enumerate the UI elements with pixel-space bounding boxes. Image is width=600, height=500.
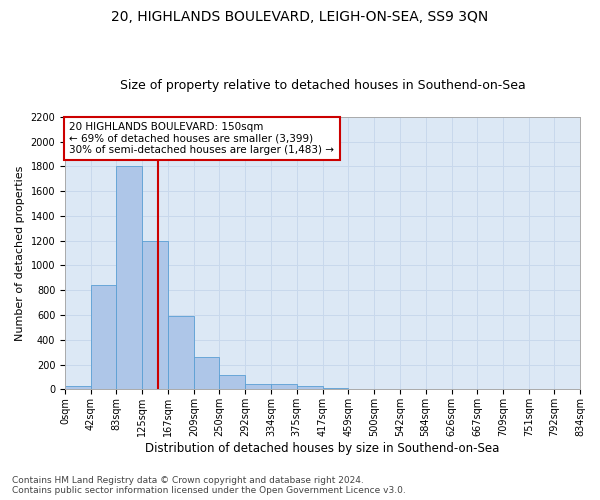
Bar [323,388,349,390]
X-axis label: Distribution of detached houses by size in Southend-on-Sea: Distribution of detached houses by size … [145,442,500,455]
Bar [168,316,194,390]
Bar [245,384,271,390]
Bar [194,357,220,390]
Bar [91,286,116,390]
Bar [296,386,323,390]
Bar [142,240,168,390]
Text: 20, HIGHLANDS BOULEVARD, LEIGH-ON-SEA, SS9 3QN: 20, HIGHLANDS BOULEVARD, LEIGH-ON-SEA, S… [112,10,488,24]
Bar [271,384,296,390]
Text: Contains HM Land Registry data © Crown copyright and database right 2024.
Contai: Contains HM Land Registry data © Crown c… [12,476,406,495]
Bar [65,386,91,390]
Text: 20 HIGHLANDS BOULEVARD: 150sqm
← 69% of detached houses are smaller (3,399)
30% : 20 HIGHLANDS BOULEVARD: 150sqm ← 69% of … [70,122,334,155]
Bar [116,166,142,390]
Y-axis label: Number of detached properties: Number of detached properties [15,166,25,341]
Title: Size of property relative to detached houses in Southend-on-Sea: Size of property relative to detached ho… [119,79,526,92]
Bar [220,374,245,390]
